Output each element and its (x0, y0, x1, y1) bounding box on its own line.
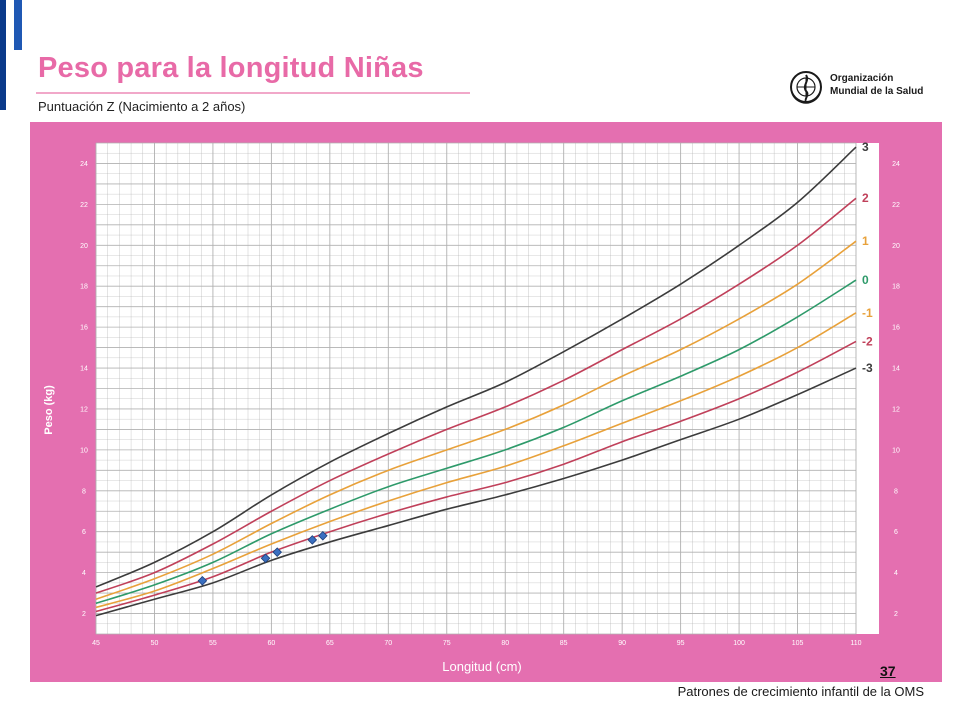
page-subtitle: Puntuación Z (Nacimiento a 2 años) (38, 99, 246, 114)
x-tick-label: 95 (677, 640, 685, 647)
y-tick-label-right: 16 (892, 325, 900, 332)
z-label--1: -1 (862, 306, 873, 320)
y-tick-label: 20 (80, 243, 88, 250)
x-tick-labels: 45 50 55 60 65 70 75 80 85 90 95 100 105 110 (92, 640, 862, 647)
data-point (197, 576, 208, 586)
y-tick-label-right: 2 (894, 611, 898, 618)
y-tick-label: 14 (80, 366, 88, 373)
y-tick-label: 4 (82, 570, 86, 577)
x-tick-label: 55 (209, 640, 217, 647)
x-tick-label: 70 (384, 640, 392, 647)
z-curve-1 (95, 240, 857, 600)
left-accent-bar (0, 0, 6, 110)
x-tick-label: 100 (733, 640, 745, 647)
z-curve-0 (95, 279, 857, 605)
z-curve-2 (95, 197, 857, 594)
x-tick-label: 75 (443, 640, 451, 647)
y-tick-label: 2 (82, 611, 86, 618)
data-points (197, 530, 328, 586)
data-point (272, 547, 283, 557)
left-accent-bar-secondary (14, 0, 22, 50)
z-curve-3 (95, 146, 857, 588)
z-label-1: 1 (862, 234, 869, 248)
y-tick-label-right: 4 (894, 570, 898, 577)
z-label--3: -3 (862, 361, 873, 375)
org-name-line2: Mundial de la Salud (830, 86, 924, 97)
y-tick-label-right: 12 (892, 406, 900, 413)
y-tick-label: 24 (80, 161, 88, 168)
y-tick-label-right: 14 (892, 366, 900, 373)
y-tick-label-right: 22 (892, 202, 900, 209)
page-title: Peso para la longitud Niñas (38, 52, 424, 84)
z-label--2: -2 (862, 334, 873, 348)
x-tick-label: 110 (850, 640, 861, 647)
x-tick-label: 105 (792, 640, 804, 647)
y-tick-label: 8 (82, 488, 86, 495)
y-tick-label-right: 8 (894, 488, 898, 495)
z-curve--2 (95, 340, 857, 613)
who-emblem-icon (790, 71, 822, 104)
z-label-0: 0 (862, 273, 869, 287)
y-tick-label-right: 18 (892, 284, 900, 291)
source-footer: Patrones de crecimiento infantil de la O… (677, 684, 924, 699)
x-tick-label: 50 (151, 640, 159, 647)
z-label-2: 2 (862, 191, 869, 205)
z-curve--1 (95, 312, 857, 609)
y-tick-label-right: 10 (892, 447, 900, 454)
x-tick-label: 65 (326, 640, 334, 647)
x-tick-label: 80 (501, 640, 509, 647)
data-point (318, 530, 328, 541)
y-axis-label: Peso (kg) (43, 385, 55, 435)
y-tick-label: 16 (80, 325, 88, 332)
who-org-name: Organización Mundial de la Salud (830, 72, 923, 98)
x-tick-label: 45 (92, 640, 100, 647)
z-curve--3 (95, 367, 857, 617)
data-point (307, 535, 318, 545)
page-number: 37 (880, 663, 896, 679)
y-tick-label-right: 6 (894, 529, 898, 536)
y-tick-label: 6 (82, 529, 86, 536)
x-tick-label: 85 (560, 640, 568, 647)
y-tick-label: 22 (80, 202, 88, 209)
y-tick-label: 10 (80, 447, 88, 454)
title-underline (36, 92, 470, 94)
y-tick-label: 12 (80, 406, 88, 413)
x-tick-label: 60 (267, 640, 275, 647)
org-name-line1: Organización (830, 73, 894, 84)
grid-lines (95, 142, 857, 635)
z-label-3: 3 (862, 140, 869, 154)
z-score-labels: 3 2 1 0 -1 -2 -3 (862, 140, 873, 375)
x-tick-label: 90 (618, 640, 626, 647)
z-score-curves (95, 146, 857, 617)
data-point (260, 553, 271, 564)
y-tick-label-right: 20 (892, 243, 900, 250)
y-tick-label-right: 24 (892, 161, 900, 168)
x-axis-label: Longitud (cm) (442, 659, 521, 674)
y-tick-label: 18 (80, 284, 88, 291)
